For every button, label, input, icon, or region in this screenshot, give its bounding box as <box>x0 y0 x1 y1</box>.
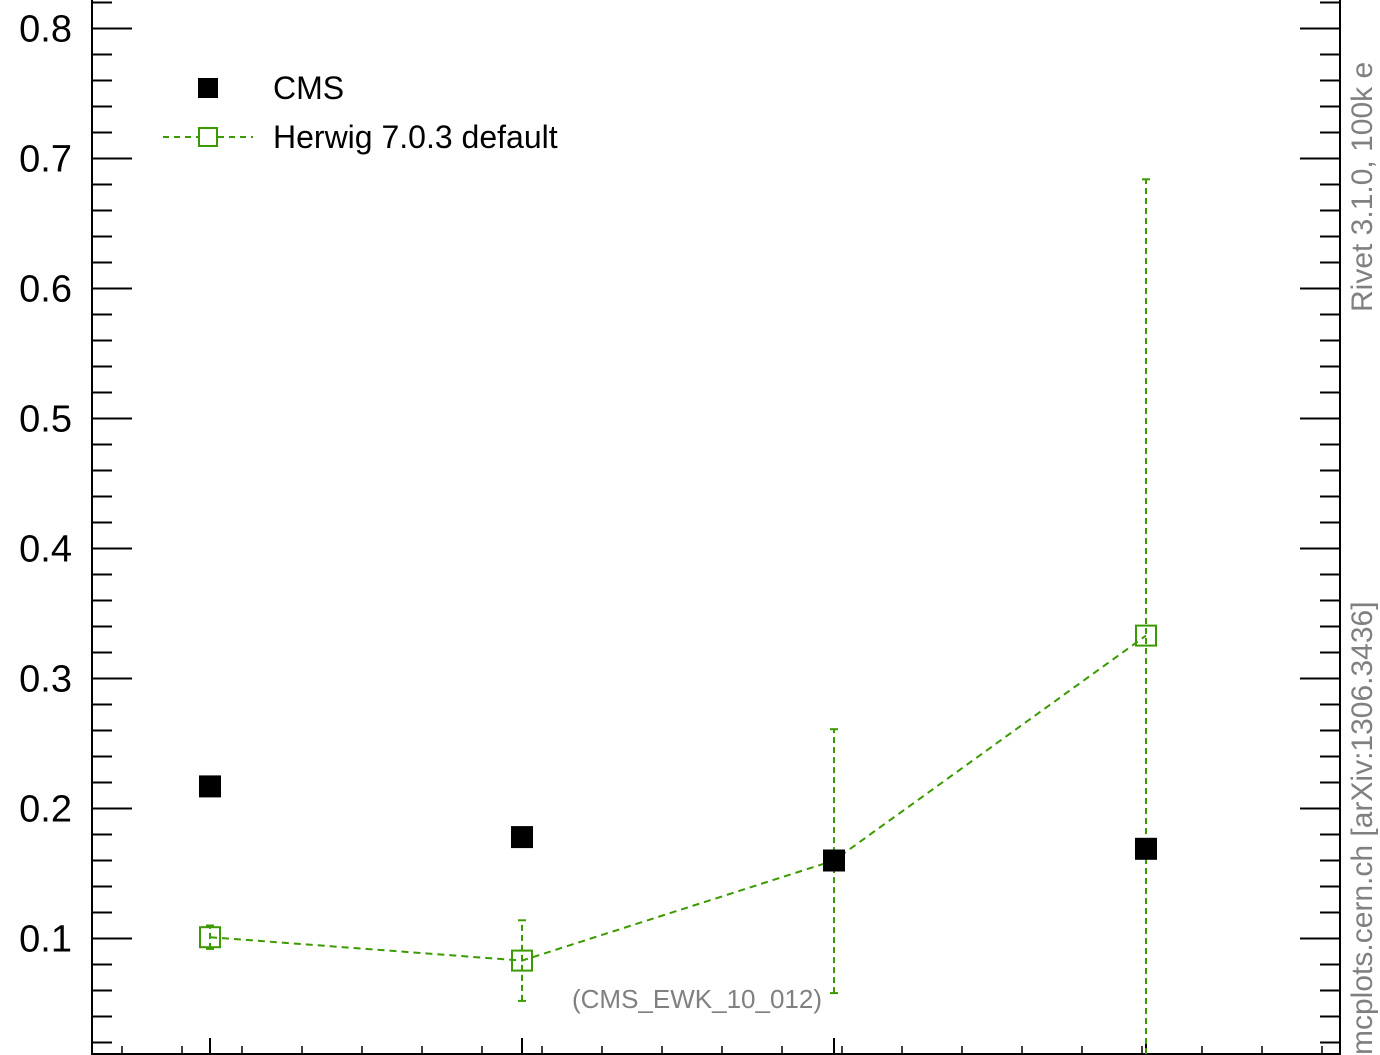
mcplots-source-label: mcplots.cern.ch [arXiv:1306.3436] <box>1346 601 1379 1055</box>
y-tick-labels: 0.1 0.2 0.3 0.4 0.5 0.6 0.7 0.8 <box>19 9 72 961</box>
series-cms <box>199 775 1157 872</box>
cms-data-point <box>511 826 533 849</box>
herwig-data-point <box>1135 624 1157 647</box>
y-tick-label: 0.5 <box>19 399 72 441</box>
cms-data-point <box>199 775 221 798</box>
cms-data-point <box>823 849 845 872</box>
legend-cms-marker <box>198 78 218 98</box>
axis-ticks <box>92 1 1340 1054</box>
cms-data-point <box>1135 837 1157 860</box>
analysis-id-label: (CMS_EWK_10_012) <box>572 984 822 1014</box>
legend-herwig-label: Herwig 7.0.3 default <box>273 119 558 155</box>
plot-frame <box>91 0 1341 1055</box>
y-tick-label: 0.8 <box>19 9 72 51</box>
y-tick-label: 0.3 <box>19 659 72 701</box>
herwig-data-point <box>511 949 533 972</box>
legend-herwig-marker <box>198 127 218 147</box>
herwig-connecting-line <box>209 634 1147 962</box>
herwig-data-point <box>199 926 221 949</box>
legend-cms-label: CMS <box>273 70 344 106</box>
series-herwig <box>199 178 1157 1054</box>
y-tick-label: 0.7 <box>19 139 72 181</box>
y-tick-label: 0.6 <box>19 269 72 311</box>
y-tick-label: 0.1 <box>19 919 72 961</box>
rivet-version-label: Rivet 3.1.0, 100k e <box>1346 62 1379 312</box>
y-tick-label: 0.4 <box>19 529 72 571</box>
y-tick-label: 0.2 <box>19 789 72 831</box>
legend: CMS Herwig 7.0.3 default <box>163 70 558 155</box>
